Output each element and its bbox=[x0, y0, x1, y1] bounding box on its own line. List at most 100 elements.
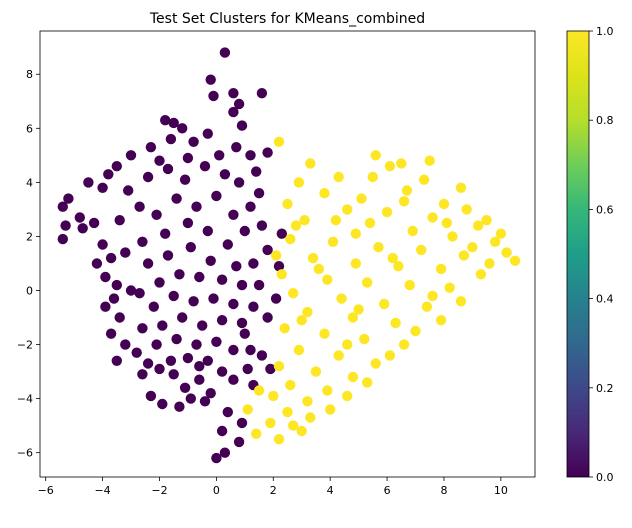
scatter-point bbox=[282, 198, 293, 210]
scatter-point bbox=[177, 312, 188, 323]
x-tick-label: −6 bbox=[38, 484, 54, 497]
scatter-point bbox=[307, 252, 319, 264]
scatter-point bbox=[88, 217, 100, 229]
scatter-point bbox=[188, 296, 199, 307]
scatter-point bbox=[279, 323, 290, 334]
scatter-point bbox=[350, 258, 361, 269]
scatter-point bbox=[236, 120, 248, 131]
scatter-point bbox=[154, 363, 165, 375]
colorbar bbox=[566, 30, 590, 478]
scatter-point bbox=[185, 242, 196, 253]
scatter-point bbox=[160, 115, 171, 126]
scatter-point bbox=[228, 106, 239, 118]
scatter-point bbox=[63, 193, 74, 204]
scatter-point bbox=[228, 298, 239, 310]
scatter-point bbox=[137, 323, 148, 334]
x-tick-label: 10 bbox=[494, 484, 508, 497]
scatter-point bbox=[233, 436, 245, 448]
scatter-point bbox=[342, 390, 353, 402]
scatter-point bbox=[398, 339, 410, 350]
scatter-point bbox=[111, 355, 123, 366]
scatter-point bbox=[407, 225, 418, 237]
x-tick-label: −2 bbox=[151, 484, 167, 497]
scatter-point bbox=[441, 217, 452, 229]
scatter-point bbox=[236, 279, 248, 291]
scatter-point bbox=[370, 358, 381, 369]
scatter-point bbox=[171, 193, 182, 204]
scatter-point bbox=[270, 250, 282, 261]
scatter-point bbox=[490, 236, 501, 247]
scatter-point bbox=[216, 366, 228, 377]
scatter-point bbox=[495, 228, 507, 239]
scatter-point bbox=[202, 225, 213, 237]
scatter-point bbox=[77, 223, 88, 234]
scatter-point bbox=[256, 350, 268, 361]
scatter-point bbox=[208, 293, 219, 304]
scatter-point bbox=[123, 185, 134, 196]
scatter-point bbox=[168, 290, 179, 302]
colorbar-tick-label: 0.6 bbox=[596, 203, 614, 216]
scatter-point bbox=[458, 250, 470, 261]
scatter-point bbox=[100, 301, 111, 312]
scatter-point bbox=[142, 258, 154, 269]
scatter-point bbox=[273, 136, 285, 147]
scatter-point bbox=[162, 250, 174, 261]
scatter-point bbox=[350, 228, 361, 239]
scatter-point bbox=[253, 279, 265, 291]
scatter-point bbox=[296, 425, 307, 437]
scatter-point bbox=[239, 328, 250, 339]
scatter-point bbox=[262, 244, 273, 256]
scatter-point bbox=[205, 388, 216, 399]
scatter-point bbox=[305, 412, 316, 423]
scatter-point bbox=[347, 371, 359, 383]
scatter-point bbox=[194, 361, 205, 372]
scatter-point bbox=[151, 339, 162, 350]
scatter-point bbox=[125, 150, 137, 161]
scatter-point bbox=[131, 347, 142, 358]
scatter-point bbox=[137, 236, 148, 247]
scatter-point bbox=[245, 344, 256, 356]
scatter-point bbox=[416, 244, 427, 256]
scatter-point bbox=[151, 209, 162, 220]
scatter-point bbox=[105, 328, 117, 339]
scatter-point bbox=[379, 298, 390, 310]
scatter-point bbox=[199, 161, 211, 172]
scatter-point bbox=[248, 258, 259, 269]
scatter-point bbox=[188, 136, 199, 147]
scatter-point bbox=[194, 374, 205, 385]
scatter-point bbox=[356, 193, 367, 204]
scatter-point bbox=[125, 285, 137, 296]
scatter-point bbox=[120, 247, 131, 258]
scatter-point bbox=[216, 315, 228, 326]
scatter-point bbox=[137, 369, 148, 380]
scatter-point bbox=[251, 166, 262, 177]
scatter-point bbox=[410, 325, 421, 337]
scatter-point bbox=[74, 212, 86, 223]
scatter-point bbox=[273, 261, 285, 272]
scatter-point bbox=[435, 263, 447, 275]
scatter-point bbox=[325, 404, 336, 415]
colorbar-tick-label: 0.0 bbox=[596, 471, 614, 484]
scatter-point bbox=[222, 239, 233, 250]
scatter-point bbox=[285, 233, 296, 245]
scatter-point bbox=[145, 390, 157, 402]
x-axis: −6 −4 −2 0 2 4 6 8 10 bbox=[38, 477, 508, 497]
scatter-point bbox=[239, 225, 250, 237]
scatter-point bbox=[364, 217, 376, 229]
scatter-point bbox=[401, 185, 413, 196]
scatter-point bbox=[148, 301, 159, 312]
scatter-point bbox=[57, 201, 68, 212]
scatter-point bbox=[265, 417, 276, 429]
scatter-point bbox=[214, 150, 225, 161]
scatter-point bbox=[310, 366, 322, 377]
scatter-point bbox=[242, 404, 253, 415]
scatter-point bbox=[111, 279, 123, 291]
scatter-point bbox=[367, 171, 378, 183]
scatter-point bbox=[288, 420, 299, 431]
scatter-point bbox=[251, 428, 262, 439]
scatter-point bbox=[219, 169, 231, 180]
scatter-point bbox=[231, 261, 242, 272]
scatter-point bbox=[219, 47, 231, 58]
scatter-point bbox=[455, 182, 467, 193]
scatter-point bbox=[211, 190, 222, 202]
